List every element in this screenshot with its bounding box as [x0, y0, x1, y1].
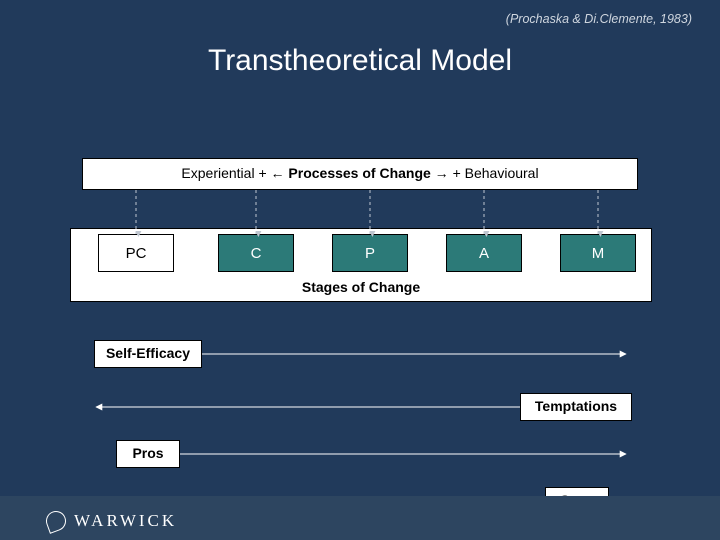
self-efficacy-label: Self-Efficacy — [106, 346, 190, 361]
processes-of-change-box: Experiential + ← Processes of Change → +… — [82, 158, 638, 190]
footer-bar: WARWICK — [0, 496, 720, 540]
stage-cell-m: M — [560, 234, 636, 272]
stages-of-change-caption: Stages of Change — [302, 280, 420, 295]
stage-cell-a: A — [446, 234, 522, 272]
citation-text: (Prochaska & Di.Clemente, 1983) — [506, 12, 692, 26]
slide: (Prochaska & Di.Clemente, 1983) Transthe… — [0, 0, 720, 540]
self-efficacy-box: Self-Efficacy — [94, 340, 202, 368]
pros-box: Pros — [116, 440, 180, 468]
warwick-logo: WARWICK — [46, 511, 177, 531]
slide-title: Transtheoretical Model — [0, 44, 720, 78]
processes-of-change-label: Experiential + ← Processes of Change → +… — [181, 166, 538, 181]
stage-cell-c: C — [218, 234, 294, 272]
stage-cell-p: P — [332, 234, 408, 272]
warwick-logo-text: WARWICK — [74, 511, 177, 531]
warwick-logo-icon — [43, 508, 69, 534]
pros-label: Pros — [132, 446, 163, 461]
temptations-label: Temptations — [535, 399, 617, 414]
stage-cell-pc: PC — [98, 234, 174, 272]
temptations-box: Temptations — [520, 393, 632, 421]
